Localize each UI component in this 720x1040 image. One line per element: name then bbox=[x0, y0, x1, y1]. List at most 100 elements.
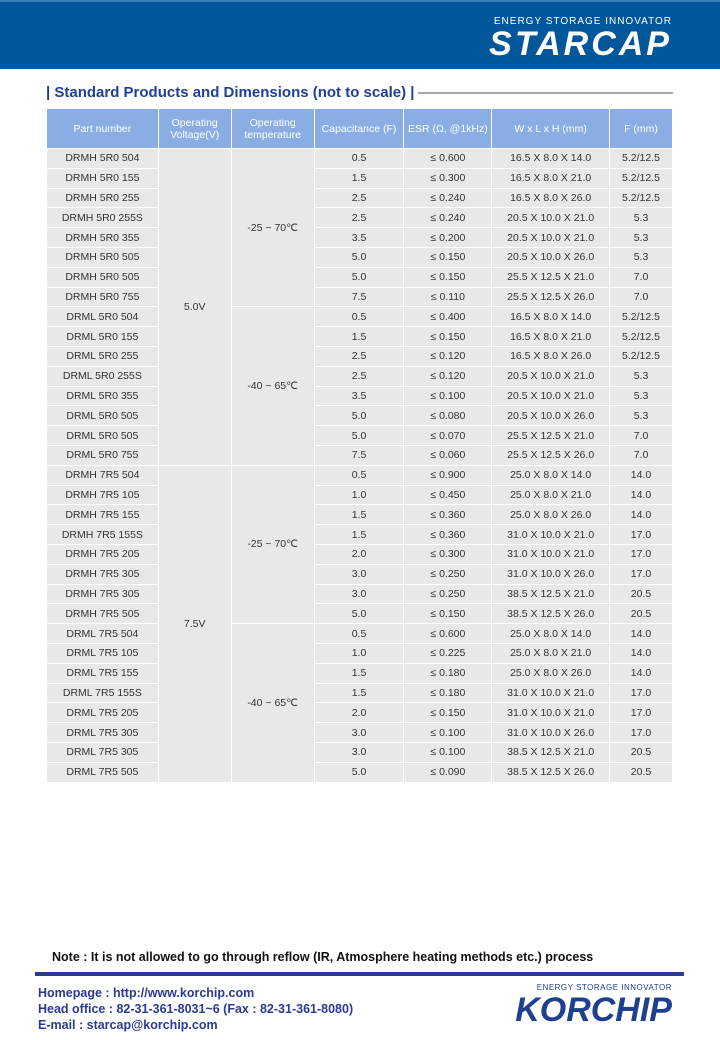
table-row: DRML 7R5 105 1.0 ≤ 0.225 25.0 X 8.0 X 21.0 1… bbox=[46, 642, 673, 664]
contact-info: Homepage : http://www.korchip.com Head o… bbox=[38, 985, 353, 1033]
esr-cell: ≤ 0.400 bbox=[403, 306, 493, 328]
capacitance-cell: 5.0 bbox=[313, 761, 405, 783]
table-row: DRMH 7R5 305 3.0 ≤ 0.250 31.0 X 10.0 X 26.0… bbox=[46, 563, 673, 585]
table-row: DRML 5R0 255 2.5 ≤ 0.120 16.5 X 8.0 X 26.0 5… bbox=[46, 345, 673, 367]
part-number-cell: DRML 7R5 155S bbox=[46, 682, 159, 704]
part-number-cell: DRML 5R0 255 bbox=[46, 345, 159, 367]
capacitance-cell: 0.5 bbox=[313, 148, 405, 169]
esr-cell: ≤ 0.240 bbox=[403, 187, 493, 209]
part-number-cell: DRMH 7R5 155S bbox=[46, 524, 159, 545]
logo-tagline: ENERGY STORAGE INNOVATOR bbox=[493, 16, 672, 27]
f-cell: 5.2/12.5 bbox=[609, 187, 673, 209]
dimensions-cell: 25.0 X 8.0 X 21.0 bbox=[491, 642, 611, 664]
part-number-cell: DRMH 5R0 255 bbox=[46, 187, 159, 209]
capacitance-cell: 1.5 bbox=[313, 682, 405, 704]
esr-cell: ≤ 0.240 bbox=[403, 207, 493, 229]
capacitance-cell: 1.5 bbox=[313, 524, 405, 545]
esr-cell: ≤ 0.060 bbox=[403, 444, 493, 466]
capacitance-cell: 0.5 bbox=[313, 464, 405, 486]
f-cell: 20.5 bbox=[609, 583, 673, 605]
capacitance-cell: 5.0 bbox=[313, 246, 405, 268]
dimensions-cell: 31.0 X 10.0 X 21.0 bbox=[491, 524, 611, 545]
dimensions-cell: 38.5 X 12.5 X 26.0 bbox=[491, 603, 611, 625]
capacitance-cell: 3.0 bbox=[313, 583, 405, 605]
table-row: DRMH 5R0 504 5.0V -25 ~ 70℃ 0.5 ≤ 0.600 16.5 … bbox=[46, 147, 673, 466]
capacitance-cell: 3.0 bbox=[313, 741, 405, 763]
dimensions-cell: 16.5 X 8.0 X 14.0 bbox=[491, 306, 611, 328]
capacitance-cell: 2.5 bbox=[313, 187, 405, 209]
capacitance-cell: 5.0 bbox=[313, 425, 405, 446]
dimensions-cell: 16.5 X 8.0 X 21.0 bbox=[491, 167, 611, 189]
head-office: Head office : 82-31-361-8031~6 (Fax : 82… bbox=[38, 1002, 354, 1016]
f-cell: 5.2/12.5 bbox=[609, 345, 673, 367]
f-cell: 17.0 bbox=[609, 543, 673, 565]
esr-cell: ≤ 0.360 bbox=[403, 504, 493, 526]
dimensions-cell: 20.5 X 10.0 X 26.0 bbox=[491, 246, 611, 268]
capacitance-cell: 2.0 bbox=[313, 543, 405, 565]
esr-cell: ≤ 0.225 bbox=[403, 642, 493, 664]
part-number-cell: DRML 5R0 155 bbox=[46, 326, 159, 347]
esr-cell: ≤ 0.100 bbox=[403, 385, 493, 407]
dimensions-cell: 38.5 X 12.5 X 21.0 bbox=[491, 741, 611, 763]
column-header: ESR (Ω, @1kHz) bbox=[403, 108, 493, 149]
capacitance-cell: 1.0 bbox=[313, 484, 405, 506]
f-cell: 7.0 bbox=[609, 266, 673, 288]
reflow-note: Note : It is not allowed to go through r… bbox=[52, 950, 594, 964]
table-row: DRMH 5R0 255 2.5 ≤ 0.240 16.5 X 8.0 X 26.0 5… bbox=[46, 187, 673, 209]
table-row: DRML 5R0 255S 2.5 ≤ 0.120 20.5 X 10.0 X 21.… bbox=[46, 365, 673, 387]
part-number-cell: DRML 7R5 505 bbox=[46, 761, 159, 783]
capacitance-cell: 3.0 bbox=[313, 563, 405, 585]
part-number-cell: DRML 7R5 155 bbox=[46, 662, 159, 684]
dimensions-cell: 20.5 X 10.0 X 21.0 bbox=[491, 207, 611, 229]
capacitance-cell: 3.5 bbox=[313, 227, 405, 248]
dimensions-cell: 16.5 X 8.0 X 26.0 bbox=[491, 187, 611, 209]
f-cell: 5.3 bbox=[609, 207, 673, 229]
dimensions-cell: 20.5 X 10.0 X 21.0 bbox=[491, 365, 611, 387]
capacitance-cell: 1.5 bbox=[313, 167, 405, 189]
header-banner: ENERGY STORAGE INNOVATOR STARCAP bbox=[0, 0, 720, 69]
table-row: DRMH 5R0 755 7.5 ≤ 0.110 25.5 X 12.5 X 26.0… bbox=[46, 286, 673, 308]
capacitance-cell: 0.5 bbox=[313, 306, 405, 328]
capacitance-cell: 2.5 bbox=[313, 365, 405, 387]
part-number-cell: DRML 5R0 505 bbox=[46, 425, 159, 446]
title-divider bbox=[418, 92, 673, 94]
esr-cell: ≤ 0.100 bbox=[403, 741, 493, 763]
table-row: DRML 5R0 504 -40 ~ 65℃ 0.5 ≤ 0.400 16.5 X 8.… bbox=[46, 306, 673, 466]
part-number-cell: DRMH 5R0 505 bbox=[46, 246, 159, 268]
esr-cell: ≤ 0.180 bbox=[403, 662, 493, 684]
column-header: Capacitance (F) bbox=[313, 108, 405, 149]
table-row: DRML 7R5 155 1.5 ≤ 0.180 25.0 X 8.0 X 26.0 1… bbox=[46, 662, 673, 684]
f-cell: 5.3 bbox=[609, 405, 673, 427]
korchip-tagline: ENERGY STORAGE INNOVATOR bbox=[536, 983, 672, 992]
esr-cell: ≤ 0.150 bbox=[403, 702, 493, 724]
table-row: DRMH 7R5 105 1.0 ≤ 0.450 25.0 X 8.0 X 21.0 1… bbox=[46, 484, 673, 506]
column-header: W x L x H (mm) bbox=[491, 108, 611, 149]
f-cell: 17.0 bbox=[609, 682, 673, 704]
dimensions-cell: 31.0 X 10.0 X 21.0 bbox=[491, 682, 611, 704]
dimensions-cell: 31.0 X 10.0 X 21.0 bbox=[491, 543, 611, 565]
capacitance-cell: 1.5 bbox=[313, 504, 405, 526]
starcap-logo: ENERGY STORAGE INNOVATOR STARCAP bbox=[489, 16, 672, 61]
esr-cell: ≤ 0.080 bbox=[403, 405, 493, 427]
table-row: DRML 7R5 305 3.0 ≤ 0.100 31.0 X 10.0 X 26.0… bbox=[46, 722, 673, 743]
homepage-link[interactable]: Homepage : http://www.korchip.com bbox=[38, 986, 255, 1000]
table-row: DRMH 7R5 155S 1.5 ≤ 0.360 31.0 X 10.0 X 21.… bbox=[46, 524, 673, 545]
part-number-cell: DRML 5R0 755 bbox=[46, 444, 159, 466]
esr-cell: ≤ 0.180 bbox=[403, 682, 493, 704]
f-cell: 5.2/12.5 bbox=[609, 326, 673, 347]
dimensions-cell: 25.0 X 8.0 X 21.0 bbox=[491, 484, 611, 506]
table-row: DRML 5R0 505 5.0 ≤ 0.070 25.5 X 12.5 X 21.0… bbox=[46, 425, 673, 446]
capacitance-cell: 1.5 bbox=[313, 662, 405, 684]
dimensions-cell: 31.0 X 10.0 X 21.0 bbox=[491, 702, 611, 724]
temperature-cell: -40 ~ 65℃ bbox=[230, 623, 315, 783]
f-cell: 5.2/12.5 bbox=[609, 306, 673, 328]
dimensions-cell: 31.0 X 10.0 X 26.0 bbox=[491, 563, 611, 585]
table-row: DRML 7R5 504 -40 ~ 65℃ 0.5 ≤ 0.600 25.0 X 8.… bbox=[46, 623, 673, 783]
table-row: DRMH 7R5 205 2.0 ≤ 0.300 31.0 X 10.0 X 21.0… bbox=[46, 543, 673, 565]
email-link[interactable]: E-mail : starcap@korchip.com bbox=[38, 1018, 218, 1032]
part-number-cell: DRMH 7R5 505 bbox=[46, 603, 159, 625]
table-header-row: Part number Operating Voltage(V) Operating… bbox=[46, 108, 673, 149]
table-row: DRML 7R5 155S 1.5 ≤ 0.180 31.0 X 10.0 X 21.… bbox=[46, 682, 673, 704]
part-number-cell: DRML 5R0 255S bbox=[46, 365, 159, 387]
esr-cell: ≤ 0.900 bbox=[403, 464, 493, 486]
